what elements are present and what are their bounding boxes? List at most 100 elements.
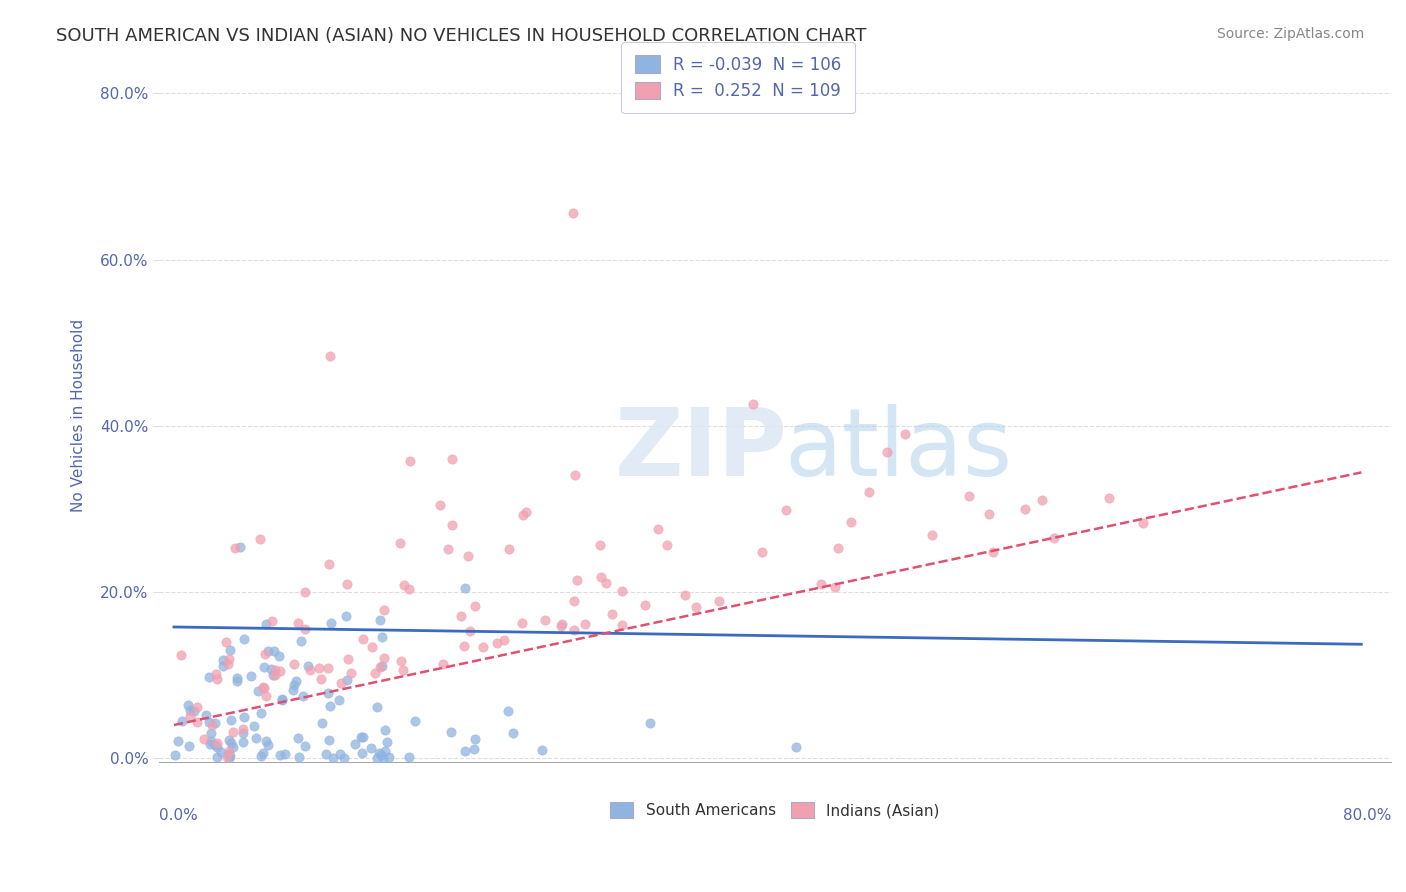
Point xyxy=(218,652,240,666)
Point xyxy=(454,581,477,595)
Point xyxy=(262,614,284,628)
Point xyxy=(333,750,356,764)
Point xyxy=(283,678,305,692)
Point xyxy=(810,576,832,591)
Point xyxy=(551,616,574,631)
Point xyxy=(530,743,553,757)
Point xyxy=(249,533,271,547)
Point xyxy=(392,577,415,591)
Point xyxy=(218,743,240,757)
Point xyxy=(205,736,228,750)
Point xyxy=(391,654,413,668)
Point xyxy=(232,723,254,737)
Point xyxy=(562,623,585,637)
Point xyxy=(404,714,426,729)
Point xyxy=(269,664,291,678)
Point xyxy=(205,750,228,764)
Point xyxy=(329,747,352,761)
Point xyxy=(318,686,340,700)
Point xyxy=(262,668,284,682)
Point xyxy=(319,349,342,363)
Point xyxy=(322,751,344,765)
Point xyxy=(224,541,246,556)
Text: SOUTH AMERICAN VS INDIAN (ASIAN) NO VEHICLES IN HOUSEHOLD CORRELATION CHART: SOUTH AMERICAN VS INDIAN (ASIAN) NO VEHI… xyxy=(56,27,866,45)
Point xyxy=(218,733,240,747)
Point xyxy=(172,714,194,728)
Point xyxy=(600,607,623,622)
Text: Source: ZipAtlas.com: Source: ZipAtlas.com xyxy=(1216,27,1364,41)
Point xyxy=(318,699,340,714)
Point xyxy=(309,672,332,686)
Point xyxy=(1098,491,1121,505)
Point xyxy=(209,745,232,759)
Point xyxy=(368,746,391,760)
Point xyxy=(225,673,247,688)
Point xyxy=(253,660,276,674)
Point xyxy=(368,613,391,627)
Text: 0.0%: 0.0% xyxy=(159,807,198,822)
Point xyxy=(294,739,316,753)
Point xyxy=(685,600,707,615)
Point xyxy=(858,485,880,500)
Point xyxy=(186,715,208,730)
Point xyxy=(827,541,849,555)
Point xyxy=(370,748,392,763)
Point xyxy=(350,747,373,761)
Point xyxy=(485,636,508,650)
Point xyxy=(254,733,277,747)
Point xyxy=(337,651,360,665)
Point xyxy=(371,631,394,645)
Point xyxy=(254,617,277,632)
Point xyxy=(316,661,339,675)
Point xyxy=(245,731,267,746)
Point xyxy=(893,426,915,441)
Point xyxy=(1031,492,1053,507)
Point xyxy=(221,724,243,739)
Point xyxy=(564,467,586,482)
Point xyxy=(229,540,252,554)
Point xyxy=(318,733,340,747)
Point xyxy=(454,744,477,758)
Point xyxy=(252,746,274,760)
Point xyxy=(200,725,222,739)
Point xyxy=(344,737,367,751)
Point xyxy=(673,588,696,602)
Point xyxy=(496,704,519,718)
Point xyxy=(215,749,238,764)
Point xyxy=(200,737,222,751)
Point xyxy=(533,613,555,627)
Point xyxy=(336,577,359,591)
Point xyxy=(610,583,633,598)
Point xyxy=(392,663,415,677)
Point xyxy=(256,644,278,658)
Point xyxy=(167,734,190,748)
Point xyxy=(218,643,240,657)
Point xyxy=(1043,531,1066,545)
Point xyxy=(339,666,361,681)
Point xyxy=(366,751,388,765)
Point xyxy=(219,713,242,727)
Point xyxy=(218,747,240,761)
Point xyxy=(271,692,294,706)
Point xyxy=(741,397,763,411)
Point xyxy=(225,671,247,685)
Text: 80.0%: 80.0% xyxy=(1343,807,1391,822)
Point xyxy=(574,617,596,632)
Point xyxy=(562,594,585,608)
Point xyxy=(318,557,340,571)
Point xyxy=(595,576,617,591)
Point xyxy=(1132,516,1154,530)
Point xyxy=(232,710,254,724)
Point xyxy=(352,730,374,744)
Point xyxy=(775,502,797,516)
Point xyxy=(254,689,277,703)
Text: atlas: atlas xyxy=(785,404,1012,496)
Point xyxy=(472,640,495,655)
Point xyxy=(250,706,273,720)
Point xyxy=(197,670,219,684)
Point xyxy=(441,518,464,533)
Point xyxy=(977,507,1000,521)
Point xyxy=(250,749,273,764)
Point xyxy=(311,715,333,730)
Point xyxy=(429,498,451,512)
